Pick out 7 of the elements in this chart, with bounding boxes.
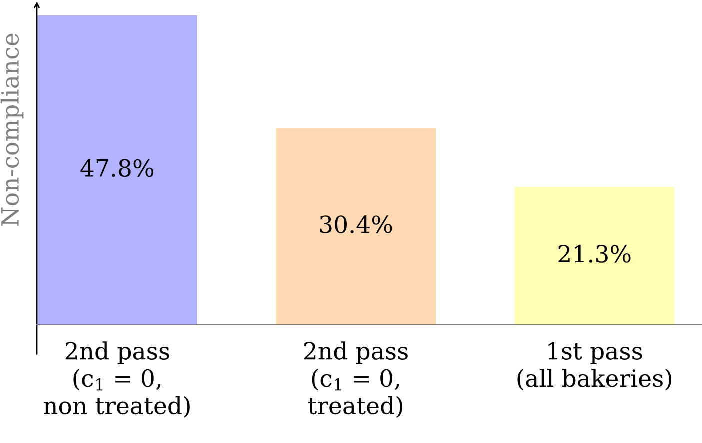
- x-tick-label: 2nd pass (c$_{1}$ = 0, non treated): [44, 342, 190, 418]
- data-label: 47.8%: [80, 159, 154, 178]
- data-label: 21.3%: [558, 245, 631, 263]
- x-tick-label: 1st pass (all bakeries): [518, 342, 672, 391]
- x-tick-label: 2nd pass (c$_{1}$ = 0, treated): [304, 342, 408, 418]
- data-label: 30.4%: [320, 216, 392, 234]
- y-axis-title: Non-compliance: [0, 34, 24, 226]
